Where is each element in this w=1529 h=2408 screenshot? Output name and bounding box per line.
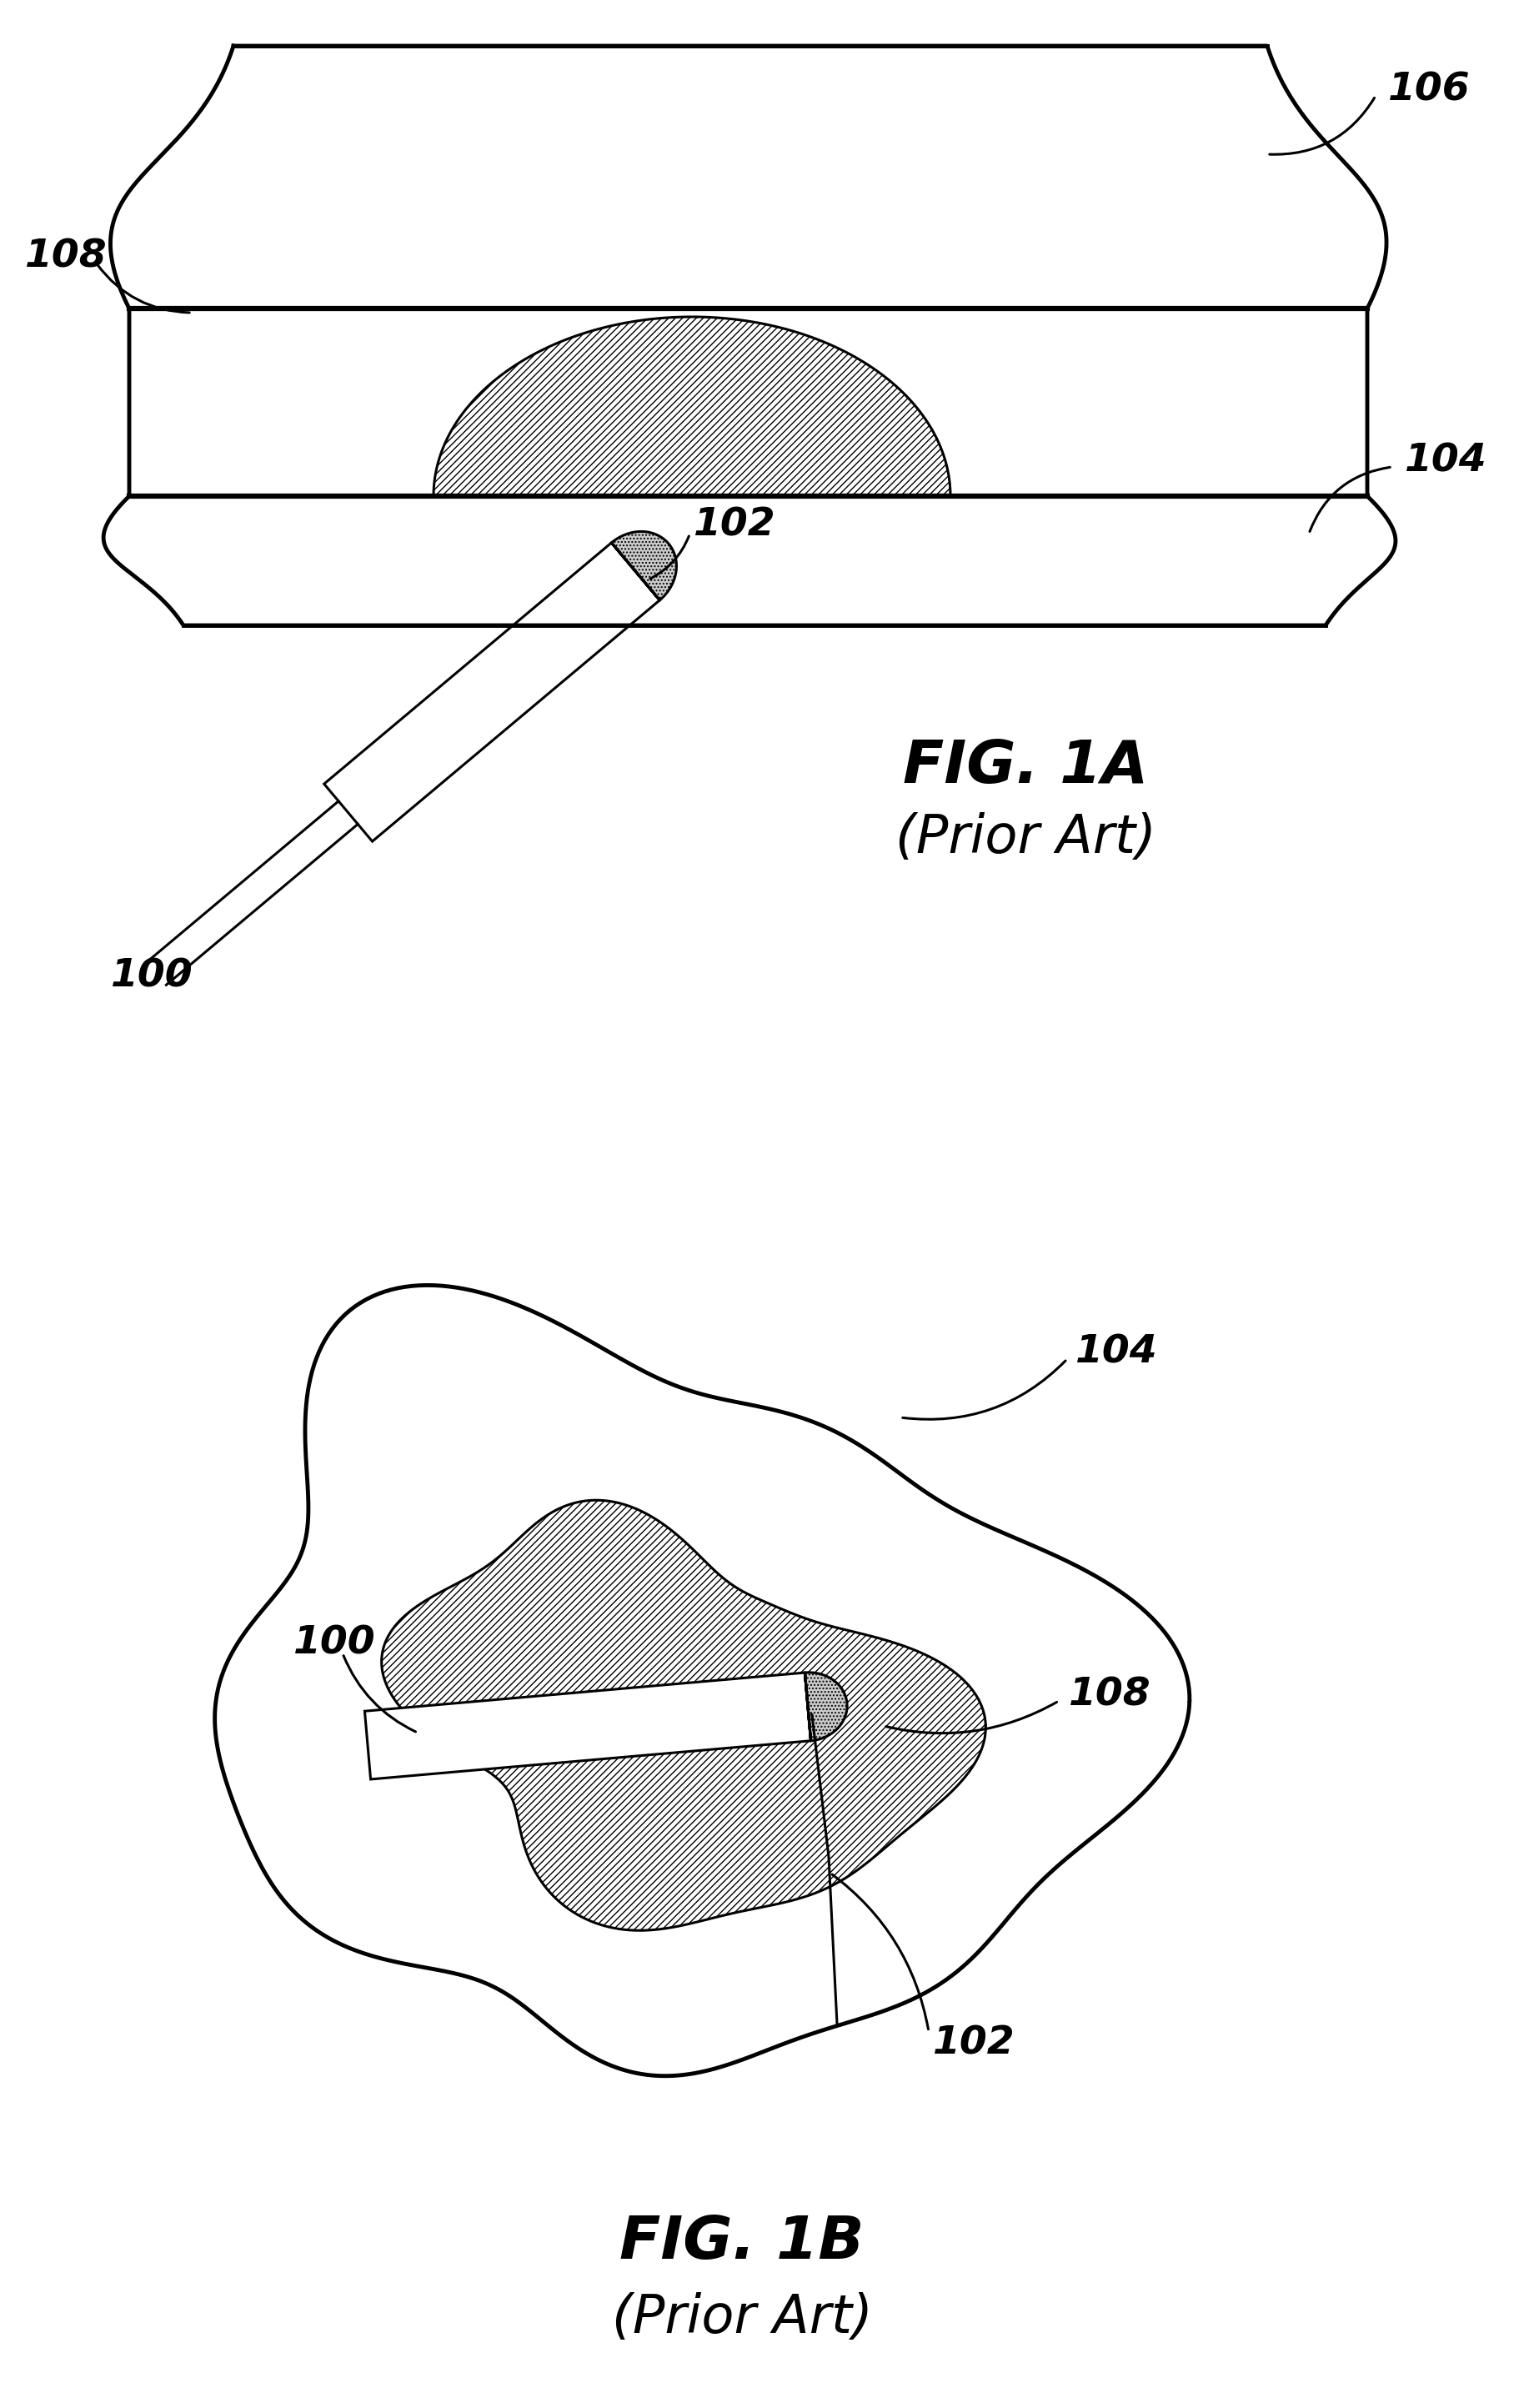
Text: 100: 100 — [112, 958, 194, 995]
Polygon shape — [214, 1286, 1190, 2076]
Polygon shape — [804, 1674, 847, 1741]
Text: 108: 108 — [1069, 1676, 1151, 1714]
Text: FIG. 1B: FIG. 1B — [619, 2213, 864, 2271]
Text: (Prior Art): (Prior Art) — [894, 811, 1156, 864]
Text: 106: 106 — [1388, 72, 1471, 108]
Text: FIG. 1A: FIG. 1A — [902, 739, 1148, 797]
Polygon shape — [365, 1674, 810, 1780]
Polygon shape — [104, 46, 1396, 626]
Text: 102: 102 — [694, 506, 777, 544]
Polygon shape — [324, 542, 659, 840]
Text: 100: 100 — [294, 1625, 376, 1662]
Text: 104: 104 — [1405, 443, 1488, 479]
Polygon shape — [612, 532, 676, 600]
Text: 108: 108 — [24, 238, 107, 275]
Polygon shape — [434, 318, 951, 496]
Polygon shape — [130, 308, 1367, 496]
Text: 104: 104 — [1075, 1334, 1157, 1370]
Text: 102: 102 — [933, 2025, 1015, 2064]
Polygon shape — [382, 1500, 986, 1931]
Text: (Prior Art): (Prior Art) — [612, 2292, 873, 2343]
